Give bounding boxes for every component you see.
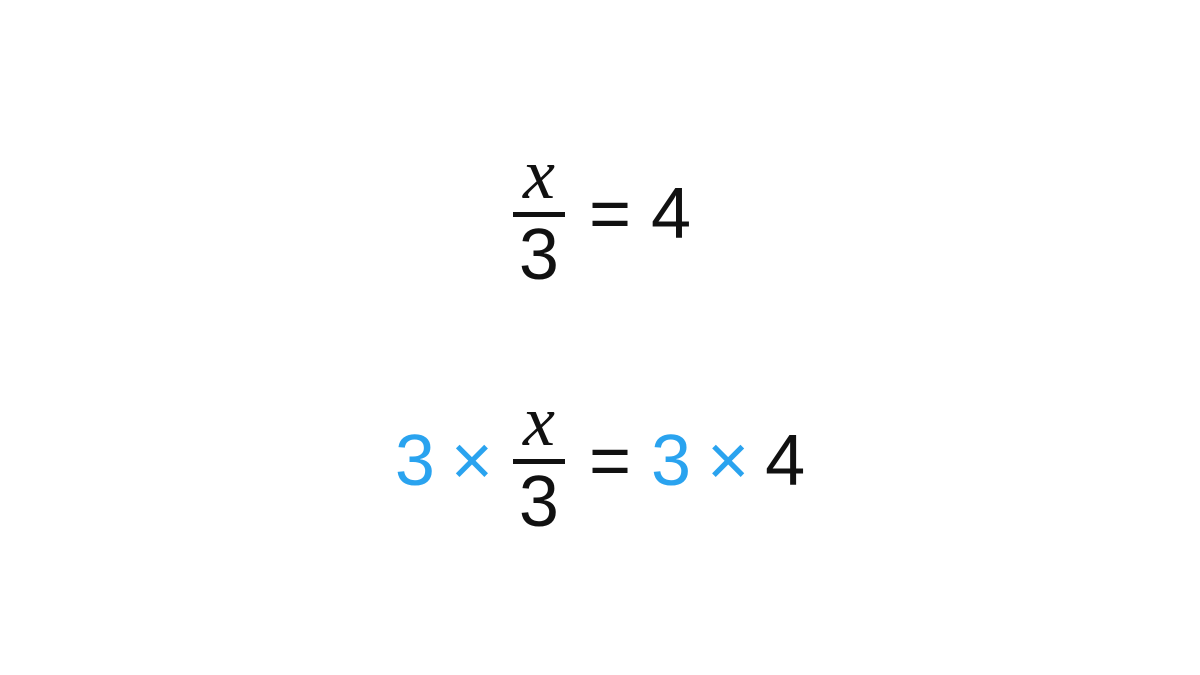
fraction-x-over-3: x 3 bbox=[503, 136, 575, 293]
equals-sign: = bbox=[575, 178, 645, 250]
left-multiplier: 3 bbox=[389, 425, 441, 497]
fraction-x-over-3: x 3 bbox=[503, 383, 575, 540]
fraction-numerator: x bbox=[513, 136, 565, 217]
right-multiplier: 3 bbox=[645, 425, 697, 497]
math-canvas: x 3 = 4 3 × x 3 = 3 × 4 bbox=[0, 0, 1200, 675]
fraction-numerator: x bbox=[513, 383, 565, 464]
fraction-denominator: 3 bbox=[509, 464, 569, 540]
fraction-denominator: 3 bbox=[509, 217, 569, 293]
times-icon: × bbox=[441, 425, 503, 497]
equation-line-1: x 3 = 4 bbox=[503, 136, 697, 293]
rhs-value: 4 bbox=[645, 178, 697, 250]
equals-sign: = bbox=[575, 425, 645, 497]
times-icon: × bbox=[697, 425, 759, 497]
equation-line-2: 3 × x 3 = 3 × 4 bbox=[389, 383, 811, 540]
rhs-value: 4 bbox=[759, 425, 811, 497]
